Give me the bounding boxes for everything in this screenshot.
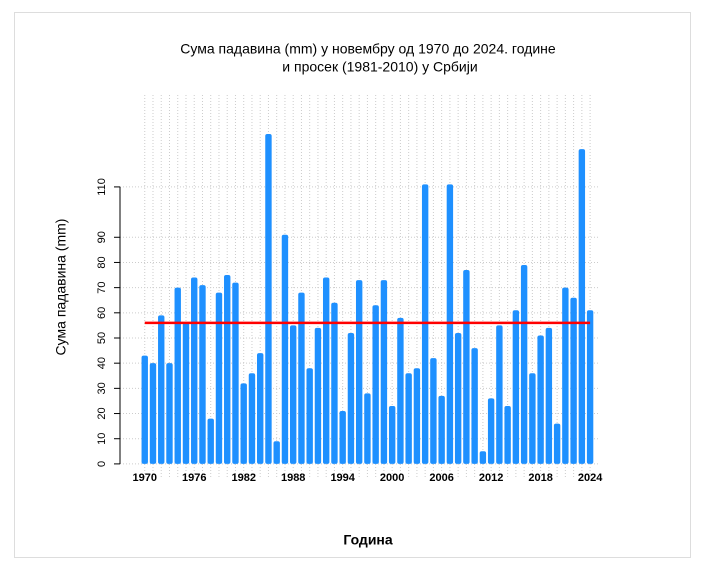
bar [364, 393, 371, 464]
bar [248, 373, 256, 464]
y-axis-label: Сума падавина (mm) [53, 219, 69, 356]
bar [545, 327, 553, 464]
x-axis-label: Година [343, 532, 393, 548]
bar [331, 302, 338, 464]
bar [240, 383, 247, 464]
bar [454, 332, 462, 464]
bar [570, 297, 577, 464]
bar [512, 310, 520, 464]
x-tick-label: 1994 [330, 472, 355, 484]
bar [463, 270, 470, 464]
x-tick-label: 1976 [182, 472, 206, 484]
bar [562, 287, 569, 464]
bar [273, 441, 280, 464]
bar [347, 332, 355, 464]
bar [479, 451, 487, 464]
bar [438, 395, 445, 464]
bar [149, 363, 157, 464]
bar [306, 368, 313, 464]
bar [430, 358, 437, 464]
bar [322, 277, 330, 464]
bar [487, 398, 495, 464]
y-tick-label: 70 [96, 282, 108, 294]
bar [224, 275, 231, 464]
bar [529, 373, 536, 464]
x-tick-label: 1988 [281, 472, 305, 484]
frame [14, 12, 691, 558]
x-tick-label: 2018 [528, 472, 552, 484]
bar [537, 335, 544, 464]
bar [298, 292, 305, 464]
y-tick-label: 0 [96, 461, 108, 467]
bar [355, 280, 363, 464]
bar [520, 264, 528, 464]
bar [504, 405, 511, 464]
bar [388, 405, 396, 464]
bar [586, 310, 594, 464]
chart-subtitle: и просек (1981-2010) у Србији [282, 59, 477, 75]
y-tick-label: 20 [96, 407, 108, 419]
bar [471, 348, 478, 464]
bar [182, 322, 190, 464]
bar [380, 280, 388, 464]
bar [397, 317, 404, 464]
y-tick-label: 30 [96, 382, 108, 394]
y-tick-label: 110 [96, 178, 108, 196]
bar [289, 325, 297, 464]
x-tick-label: 1970 [133, 472, 157, 484]
y-tick-label: 40 [96, 357, 108, 369]
y-tick-label: 10 [96, 433, 108, 445]
y-tick-label: 60 [96, 307, 108, 319]
bar [174, 287, 181, 464]
bar [405, 373, 412, 464]
bar [207, 418, 214, 464]
x-tick-label: 2024 [578, 472, 603, 484]
bar [232, 282, 239, 464]
bar [314, 327, 322, 464]
bar [257, 353, 264, 464]
bar [553, 423, 561, 464]
bar [215, 292, 223, 464]
chart-title: Сума падавина (mm) у новембру од 1970 до… [180, 41, 556, 57]
bar [281, 234, 289, 464]
x-tick-label: 2006 [429, 472, 453, 484]
bar [496, 325, 503, 464]
bar [141, 355, 148, 464]
bar [446, 184, 454, 464]
bar [578, 149, 586, 464]
bar [413, 368, 421, 464]
bar [191, 277, 198, 464]
bar [339, 411, 346, 464]
bar [158, 315, 165, 464]
bar [199, 285, 206, 464]
x-tick-label: 2012 [479, 472, 503, 484]
x-tick-label: 1982 [231, 472, 255, 484]
bar [166, 363, 173, 464]
x-tick-label: 2000 [380, 472, 404, 484]
bar [421, 184, 429, 464]
bar [372, 305, 379, 464]
y-tick-label: 80 [96, 256, 108, 268]
y-tick-label: 90 [96, 231, 108, 243]
bar [265, 134, 272, 464]
y-tick-label: 50 [96, 332, 108, 344]
